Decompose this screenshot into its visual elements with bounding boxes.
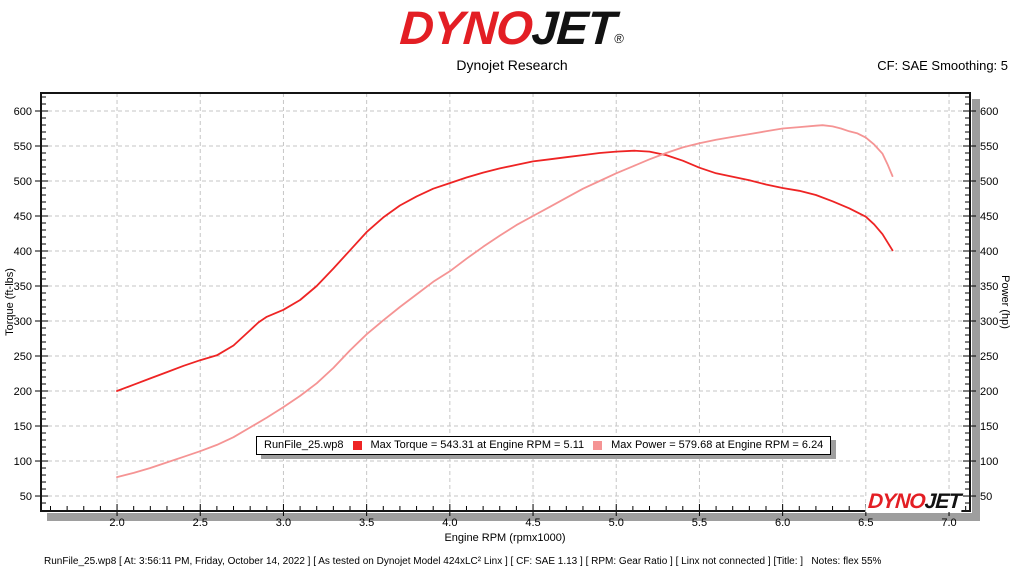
right-tick-label: 600	[980, 106, 998, 118]
x-tick-label: 7.0	[941, 517, 956, 529]
right-tick-label: 200	[980, 386, 998, 398]
grid-lines	[41, 93, 970, 511]
left-tick-label: 100	[14, 456, 32, 468]
right-tick-label: 300	[980, 316, 998, 328]
left-tick-label: 400	[14, 246, 32, 258]
plot-frame	[40, 92, 971, 512]
legend-file-label: RunFile_25.wp8	[264, 439, 344, 451]
left-tick-label: 150	[14, 421, 32, 433]
x-tick-label: 4.0	[442, 517, 457, 529]
right-tick-label: 150	[980, 421, 998, 433]
power-swatch-icon	[593, 441, 603, 450]
company-subtitle: Dynojet Research	[456, 57, 568, 73]
right-tick-label: 500	[980, 176, 998, 188]
curve-power	[116, 124, 894, 479]
x-tick-label: 2.5	[193, 517, 208, 529]
right-axis-title: Power (hp)	[999, 275, 1011, 329]
right-tick-label: 100	[980, 456, 998, 468]
cf-smoothing-label: CF: SAE Smoothing: 5	[877, 58, 1008, 73]
status-bar: RunFile_25.wp8 [ At: 3:56:11 PM, Friday,…	[44, 556, 882, 567]
legend-max-torque-label: Max Torque = 543.31 at Engine RPM = 5.11	[370, 439, 585, 451]
x-tick-label: 3.5	[359, 517, 374, 529]
left-tick-label: 200	[14, 386, 32, 398]
plot-frame-shadow	[47, 99, 980, 521]
left-tick-label: 250	[14, 351, 32, 363]
watermark-logo-jet: JET	[923, 490, 962, 513]
x-tick-label: 3.0	[276, 517, 291, 529]
right-tick-label: 550	[980, 141, 998, 153]
x-tick-label: 5.5	[692, 517, 707, 529]
x-tick-label: 6.0	[775, 517, 790, 529]
legend-max-power-label: Max Power = 579.68 at Engine RPM = 6.24	[611, 439, 824, 451]
left-tick-label: 50	[20, 491, 32, 503]
x-tick-label: 4.5	[525, 517, 540, 529]
x-tick-label: 5.0	[609, 517, 624, 529]
left-tick-label: 450	[14, 211, 32, 223]
left-axis-title: Torque (ft-lbs)	[4, 268, 16, 336]
x-tick-label: 6.5	[858, 517, 873, 529]
right-tick-label: 250	[980, 351, 998, 363]
chart-legend[interactable]: RunFile_25.wp8 Max Torque = 543.31 at En…	[256, 436, 832, 455]
left-tick-label: 500	[14, 176, 32, 188]
right-tick-label: 350	[980, 281, 998, 293]
tick-labels: 2.0 2.5 3.0 3.5 4.0 4.5 5.0 5.5 6.0 6.5 7.0 600 600 5…	[14, 106, 999, 529]
left-tick-label: 550	[14, 141, 32, 153]
x-axis-title: Engine RPM (rpmx1000)	[444, 532, 565, 544]
right-tick-label: 400	[980, 246, 998, 258]
right-tick-label: 50	[980, 491, 992, 503]
left-tick-label: 300	[14, 316, 32, 328]
dynojet-watermark-logo: DYNOJET	[865, 490, 963, 513]
left-tick-label: 350	[14, 281, 32, 293]
right-tick-label: 450	[980, 211, 998, 223]
curve-torque	[116, 149, 894, 392]
x-tick-label: 2.0	[109, 517, 124, 529]
watermark-logo-dyno: DYNO	[867, 490, 926, 513]
left-tick-label: 600	[14, 106, 32, 118]
torque-swatch-icon	[352, 441, 362, 450]
